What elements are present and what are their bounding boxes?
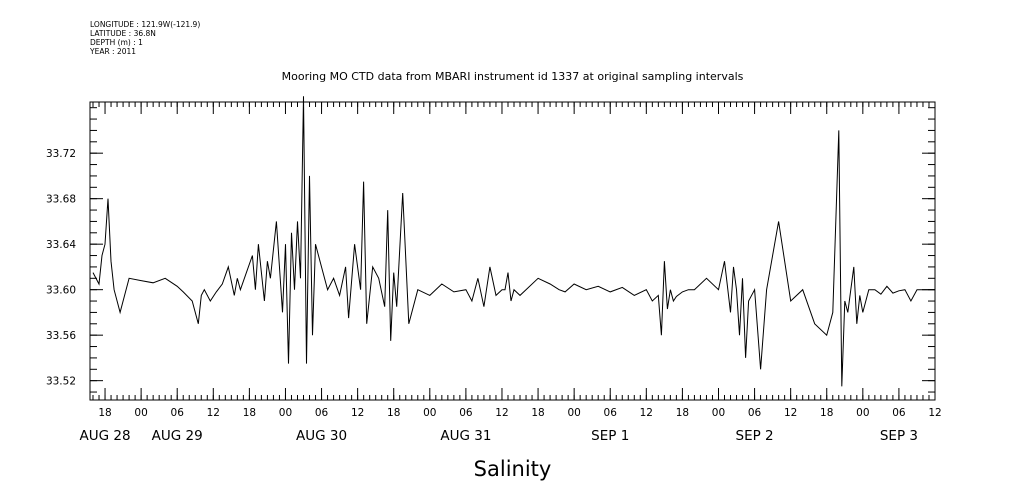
latitude-text: LATITUDE : 36.8N [90,29,156,38]
x-axis: 18 00 06 12 18 00 06 12 18 00 06 12 18 00 06 12 18 00 06 12… [80,102,942,444]
x-hour-label: 18 [387,407,400,419]
salinity-series-line [92,96,935,387]
x-hour-label: 06 [171,407,185,419]
y-axis: 33.52 33.56 33.60 33.64 33.68 33.72 [46,148,935,388]
y-tick-label: 33.52 [46,376,76,388]
x-hour-label: 12 [640,407,653,419]
x-hour-label: 18 [243,407,256,419]
x-hour-label: 06 [892,407,906,419]
minor-ticks [90,102,936,400]
x-hour-label: 18 [98,407,111,419]
x-hour-label: 12 [351,407,364,419]
x-hour-label: 12 [495,407,508,419]
x-hour-label: 12 [784,407,797,419]
x-hour-label: 18 [676,407,689,419]
station-metadata: LONGITUDE : 121.9W(-121.9) LATITUDE : 36… [90,20,200,56]
chart-title: Mooring MO CTD data from MBARI instrumen… [282,70,744,83]
x-axis-label: Salinity [474,457,552,481]
x-hour-label: 06 [604,407,618,419]
x-hour-label: 06 [315,407,329,419]
y-tick-label: 33.68 [46,194,76,206]
x-hour-label: 06 [459,407,473,419]
year-text: YEAR : 2011 [90,47,137,56]
x-hour-label: 00 [279,407,292,419]
x-hour-label: 18 [820,407,833,419]
x-day-label: SEP 3 [880,428,918,444]
x-day-label: SEP 1 [591,428,629,444]
x-hour-label: 12 [928,407,941,419]
y-tick-label: 33.64 [46,239,76,251]
plot-frame [89,101,936,401]
x-hour-label: 00 [712,407,725,419]
x-hour-label: 12 [207,407,220,419]
x-hour-label: 00 [856,407,869,419]
x-day-label: SEP 2 [736,428,774,444]
x-day-label: AUG 30 [296,428,347,444]
y-tick-label: 33.60 [46,285,76,297]
depth-text: DEPTH (m) : 1 [90,38,143,47]
longitude-text: LONGITUDE : 121.9W(-121.9) [90,20,201,29]
x-hour-label: 18 [531,407,544,419]
y-tick-label: 33.72 [46,148,76,160]
x-hour-label: 00 [567,407,580,419]
x-day-label: AUG 29 [152,428,203,444]
y-tick-label: 33.56 [46,330,76,342]
x-hour-label: 00 [423,407,436,419]
x-hour-label: 00 [134,407,147,419]
x-day-label: AUG 31 [440,428,491,444]
x-day-label: AUG 28 [80,428,131,444]
x-hour-label: 06 [748,407,762,419]
